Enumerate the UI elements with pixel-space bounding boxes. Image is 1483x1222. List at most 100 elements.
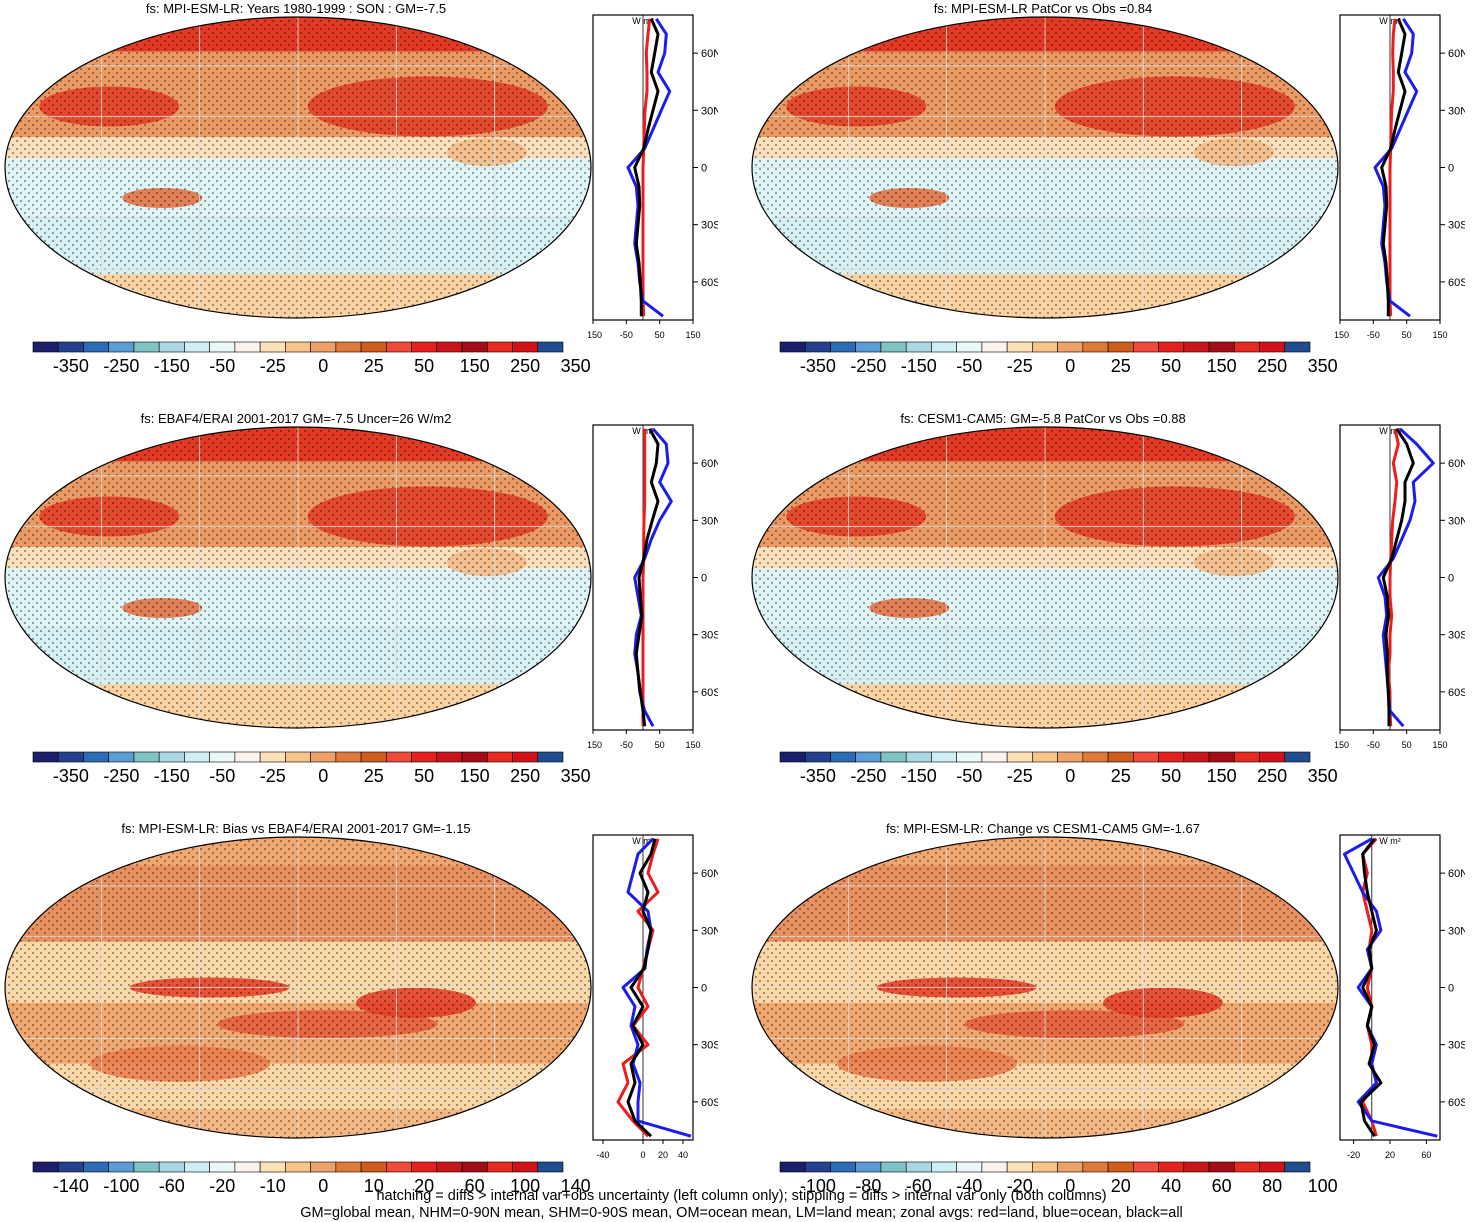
colorbar-tick-label: -50	[956, 766, 982, 786]
colorbar-tick-label: -100	[103, 1176, 139, 1196]
colorbar-tick-label: -250	[850, 356, 886, 376]
zonal-series-line	[641, 428, 647, 727]
zonal-x-tick-label: -150	[1335, 330, 1349, 340]
colorbar-tick-label: -350	[53, 766, 89, 786]
colorbar-tick-label: 25	[364, 356, 384, 376]
zonal-x-tick-label: -150	[588, 330, 602, 340]
colorbar-tick-label: 250	[1257, 766, 1287, 786]
zonal-series-line	[621, 837, 692, 1138]
zonal-lat-label: 30S	[701, 630, 718, 642]
colorbar-tick-label: 0	[1065, 1176, 1075, 1196]
colorbar-tick-label: -20	[209, 1176, 235, 1196]
colorbar-tick-label: 150	[1207, 766, 1237, 786]
colorbar-tick-label: -40	[956, 1176, 982, 1196]
zonal-units: W m²	[1379, 836, 1401, 846]
zonal-lat-label: 60S	[1448, 1097, 1465, 1109]
colorbar-tick-label: 25	[364, 766, 384, 786]
zonal-x-tick-label: 150	[685, 740, 700, 750]
zonal-mean-plot: W m² 60N 30N 0 30S 60S -40 0 20 40	[592, 834, 718, 1160]
zonal-units: W m²	[632, 426, 654, 436]
zonal-x-tick-label: 50	[655, 330, 665, 340]
colorbar-tick-label: 50	[414, 766, 434, 786]
zonal-series-line	[616, 838, 660, 1138]
zonal-x-tick-label: 150	[1432, 330, 1447, 340]
zonal-series-line	[1380, 18, 1407, 317]
zonal-lat-label: 60N	[1448, 868, 1465, 880]
footer-line-2: GM=global mean, NHM=0-90N mean, SHM=0-90…	[300, 1205, 1183, 1221]
colorbar-tick-label: 20	[1111, 1176, 1131, 1196]
zonal-lat-label: 0	[701, 983, 707, 995]
colorbar-tick-label: 60	[1212, 1176, 1232, 1196]
colorbar-tick-label: -150	[901, 766, 937, 786]
zonal-series-line	[1381, 427, 1415, 727]
zonal-units: W m²	[632, 16, 654, 26]
zonal-lat-label: 30S	[1448, 630, 1465, 642]
zonal-lat-label: 60N	[701, 868, 718, 880]
colorbar-tick-label: 50	[414, 356, 434, 376]
zonal-lat-label: 30N	[701, 515, 718, 527]
zonal-x-tick-label: -150	[588, 740, 602, 750]
zonal-lat-label: 30N	[1448, 925, 1465, 937]
zonal-x-tick-label: -50	[620, 330, 633, 340]
colorbar-tick-label: 80	[1262, 1176, 1282, 1196]
zonal-series-line	[1388, 18, 1397, 317]
zonal-x-tick-label: 20	[658, 1150, 668, 1160]
colorbar: -350 -250 -150 -50 -25 0 25 50 150 250 350	[32, 341, 591, 376]
zonal-series-line	[1343, 837, 1438, 1138]
colorbar: -100 -80 -60 -40 -20 0 20 40 60 80 100	[779, 1161, 1338, 1196]
zonal-units: W m²	[1379, 16, 1401, 26]
colorbar: -140 -100 -60 -20 -10 0 10 20 60 100 140	[32, 1161, 591, 1196]
colorbar-tick-label: -25	[1007, 356, 1033, 376]
zonal-x-tick-label: -40	[596, 1150, 609, 1160]
colorbar-tick-label: 100	[510, 1176, 540, 1196]
colorbar-tick-label: 250	[510, 356, 540, 376]
colorbar-tick-label: -50	[956, 356, 982, 376]
colorbar-tick-label: -25	[260, 356, 286, 376]
zonal-lat-label: 30N	[1448, 105, 1465, 117]
zonal-lat-label: 60S	[701, 1097, 718, 1109]
panel-title: fs: MPI-ESM-LR: Years 1980-1999 : SON : …	[145, 1, 447, 16]
zonal-lat-label: 0	[1448, 983, 1454, 995]
colorbar-tick-label: 0	[318, 356, 328, 376]
colorbar-tick-label: 350	[561, 766, 591, 786]
zonal-lat-label: 60S	[701, 277, 718, 289]
zonal-mean-plot: W m² 60N 30N 0 30S 60S -150 -50 50 150	[588, 14, 718, 340]
colorbar-tick-label: 50	[1161, 766, 1181, 786]
colorbar-tick-label: -10	[260, 1176, 286, 1196]
zonal-lat-label: 0	[701, 573, 707, 585]
global-map: -350 -250 -150 -50 -25 0 25 50 150 250 350	[4, 426, 592, 786]
zonal-x-tick-label: 50	[1402, 740, 1412, 750]
footer-line-1: hatching = diffs > internal var+obs unce…	[376, 1188, 1107, 1204]
zonal-x-tick-label: 60	[1421, 1150, 1431, 1160]
colorbar-tick-label: -140	[53, 1176, 89, 1196]
global-map: -350 -250 -150 -50 -25 0 25 50 150 250 350	[751, 16, 1339, 376]
zonal-mean-plot: W m² 60N 30N 0 30S 60S -150 -50 50 150	[1335, 424, 1465, 750]
zonal-lat-label: 60S	[1448, 687, 1465, 699]
colorbar-tick-label: 20	[414, 1176, 434, 1196]
panel-title: fs: MPI-ESM-LR: Bias vs EBAF4/ERAI 2001-…	[121, 821, 471, 836]
zonal-x-tick-label: 150	[1432, 740, 1447, 750]
colorbar-tick-label: 140	[561, 1176, 591, 1196]
zonal-x-tick-label: 40	[678, 1150, 688, 1160]
zonal-units: W m²	[632, 836, 654, 846]
colorbar-tick-label: -150	[901, 356, 937, 376]
colorbar-tick-label: 350	[1308, 766, 1338, 786]
colorbar-tick-label: 50	[1161, 356, 1181, 376]
colorbar-tick-label: -25	[1007, 766, 1033, 786]
colorbar-tick-label: -50	[209, 766, 235, 786]
colorbar-tick-label: -100	[800, 1176, 836, 1196]
colorbar-tick-label: -350	[53, 356, 89, 376]
colorbar-tick-label: -250	[103, 356, 139, 376]
zonal-lat-label: 30N	[1448, 515, 1465, 527]
colorbar-tick-label: -80	[855, 1176, 881, 1196]
zonal-lat-label: 30S	[1448, 220, 1465, 232]
colorbar-tick-label: -350	[800, 766, 836, 786]
colorbar-tick-label: 250	[1257, 356, 1287, 376]
zonal-lat-label: 30S	[701, 1040, 718, 1052]
colorbar-tick-label: 10	[364, 1176, 384, 1196]
zonal-lat-label: 60N	[1448, 458, 1465, 470]
zonal-x-tick-label: 50	[655, 740, 665, 750]
zonal-mean-plot: W m² 60N 30N 0 30S 60S -20 20 60	[1339, 834, 1465, 1160]
zonal-lat-label: 30S	[1448, 1040, 1465, 1052]
zonal-x-tick-label: 20	[1385, 1150, 1395, 1160]
